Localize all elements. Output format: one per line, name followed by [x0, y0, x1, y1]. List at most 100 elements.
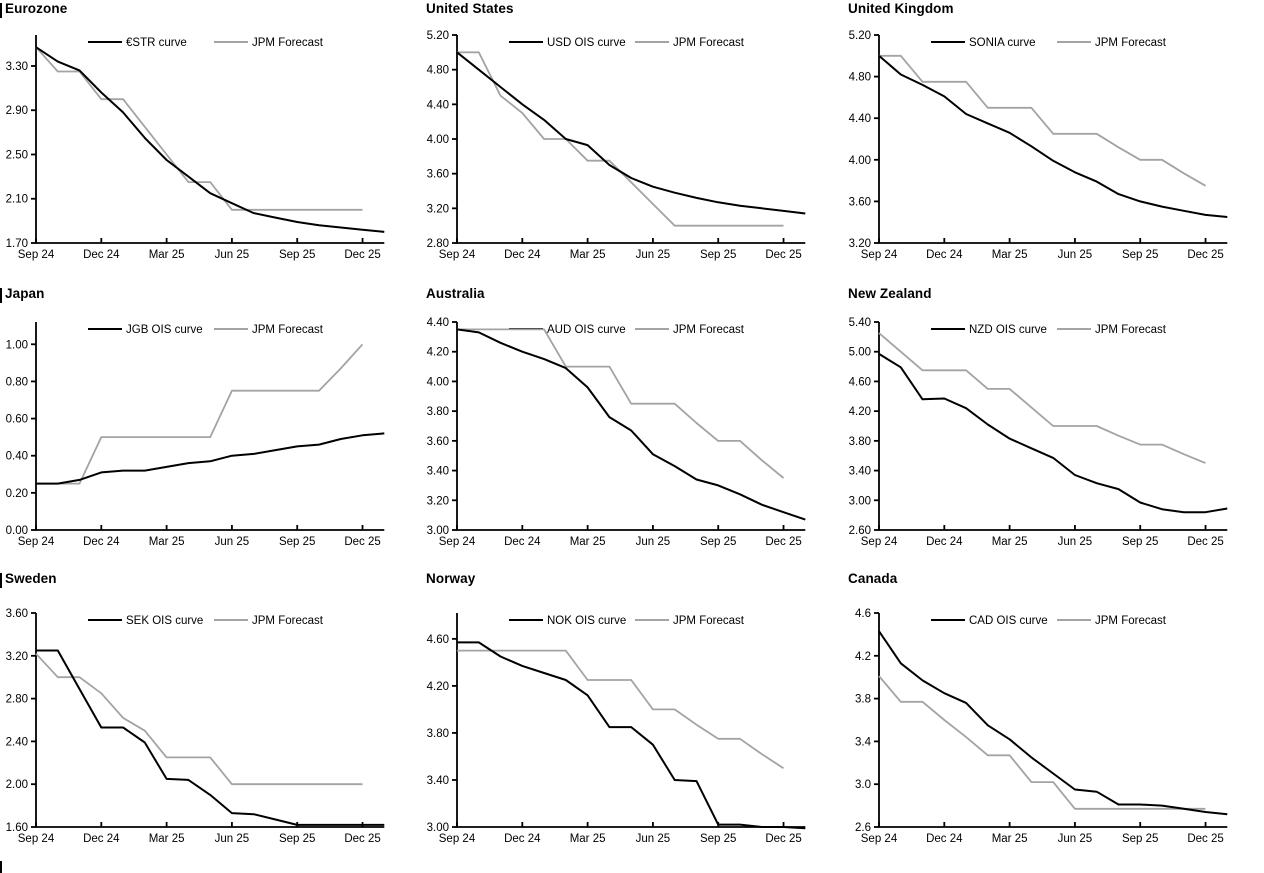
- y-tick-label: 0.40: [6, 451, 28, 463]
- y-tick-label: 4.80: [849, 72, 871, 84]
- y-tick-label: 4.60: [849, 376, 871, 388]
- y-tick-label: 3.80: [849, 436, 871, 448]
- chart-canada: Canada 4.6 4.2 3.8 3.4 3.0 2.6 Sep 24 Dec 24 Mar …: [843, 570, 1264, 873]
- y-tick-label: 4.60: [427, 634, 449, 646]
- legend-item-forecast: JPM Forecast: [214, 37, 324, 49]
- legend-item-market: €STR curve: [88, 37, 187, 49]
- market-curve-line: [878, 630, 1228, 816]
- y-tick-label: 2.80: [6, 694, 28, 706]
- x-tick-label: Mar 25: [992, 536, 1028, 548]
- y-tick-label: 3.0: [855, 779, 871, 791]
- x-tick-label: Sep 24: [439, 833, 476, 845]
- legend-item-forecast: JPM Forecast: [1057, 324, 1167, 336]
- legend-label-market: CAD OIS curve: [969, 615, 1048, 627]
- x-tick-label: Dec 24: [504, 536, 541, 548]
- jpm-forecast-line: [457, 649, 784, 769]
- x-tick-label: Sep 24: [439, 249, 476, 261]
- legend-label-forecast: JPM Forecast: [673, 324, 745, 336]
- x-tick-label: Jun 25: [215, 833, 250, 845]
- section-marker-bar: [0, 3, 2, 18]
- legend-item-forecast: JPM Forecast: [1057, 37, 1167, 49]
- x-tick-label: Sep 25: [1122, 249, 1158, 261]
- y-tick-label: 3.40: [849, 466, 871, 478]
- y-tick-label: 5.40: [849, 317, 871, 329]
- chart-title: Japan: [5, 286, 45, 301]
- y-tick-label: 5.20: [849, 30, 871, 42]
- jpm-forecast-line: [879, 54, 1206, 187]
- legend-item-market: NOK OIS curve: [509, 615, 626, 627]
- legend-item-market: USD OIS curve: [509, 37, 626, 49]
- x-tick-label: Mar 25: [149, 249, 185, 261]
- y-tick-label: 4.00: [849, 155, 871, 167]
- x-tick-label: Sep 25: [700, 249, 736, 261]
- x-tick-label: Mar 25: [992, 249, 1028, 261]
- chart-title: Eurozone: [5, 1, 68, 16]
- y-tick-label: 4.80: [427, 65, 449, 77]
- y-tick-label: 3.00: [849, 495, 871, 507]
- legend-item-forecast: JPM Forecast: [635, 324, 745, 336]
- legend-label-forecast: JPM Forecast: [1095, 324, 1167, 336]
- legend-item-market: JGB OIS curve: [88, 324, 203, 336]
- chart-title: Australia: [426, 286, 485, 301]
- jpm-forecast-line: [457, 328, 785, 479]
- y-tick-label: 3.60: [849, 196, 871, 208]
- market-curve-line: [457, 641, 806, 830]
- jpm-forecast-line: [878, 675, 1206, 810]
- y-tick-label: 1.70: [6, 238, 28, 250]
- x-tick-label: Sep 25: [279, 249, 315, 261]
- y-tick-label: 3.4: [855, 736, 872, 748]
- y-tick-label: 3.30: [6, 61, 28, 73]
- y-tick-label: 2.00: [6, 779, 28, 791]
- jpm-forecast-line: [878, 332, 1206, 464]
- y-tick-label: 2.50: [6, 149, 28, 161]
- legend-label-market: NOK OIS curve: [547, 615, 626, 627]
- legend-item-market: SEK OIS curve: [88, 615, 203, 627]
- jpm-forecast-line: [457, 51, 784, 227]
- x-tick-label: Dec 25: [1187, 249, 1223, 261]
- y-tick-label: 0.20: [6, 488, 28, 500]
- chart-title: United Kingdom: [848, 1, 954, 16]
- chart-title: Canada: [848, 571, 898, 586]
- y-tick-label: 2.90: [6, 105, 28, 117]
- x-tick-label: Sep 24: [861, 249, 898, 261]
- chart-united-states: United States 5.20 4.80 4.40 4.00 3.60 3.20 2.8…: [421, 0, 843, 285]
- y-tick-label: 3.20: [849, 238, 871, 250]
- x-tick-label: Sep 24: [861, 833, 898, 845]
- y-tick-label: 2.10: [6, 194, 28, 206]
- y-tick-label: 3.00: [427, 822, 449, 834]
- y-tick-label: 5.20: [427, 30, 449, 42]
- y-tick-label: 3.60: [427, 169, 449, 181]
- chart-sweden: Sweden 3.60 3.20 2.80 2.40 2.00 1.60 Sep 24 Dec …: [0, 570, 421, 873]
- y-tick-label: 3.40: [427, 466, 449, 478]
- x-tick-label: Jun 25: [636, 833, 671, 845]
- x-tick-label: Jun 25: [1058, 536, 1093, 548]
- y-tick-label: 0.00: [6, 525, 28, 537]
- y-tick-label: 0.80: [6, 376, 28, 388]
- y-tick-label: 3.20: [427, 495, 449, 507]
- x-tick-label: Dec 25: [344, 536, 380, 548]
- chart-australia: Australia 4.40 4.20 4.00 3.80 3.60 3.40 3.20 3.0…: [421, 285, 843, 570]
- x-tick-label: Dec 25: [765, 249, 801, 261]
- section-marker-bar: [0, 288, 2, 303]
- chart-title: United States: [426, 1, 514, 16]
- x-tick-label: Dec 24: [83, 833, 120, 845]
- section-marker-bar: [0, 573, 2, 588]
- y-tick-label: 4.00: [427, 134, 449, 146]
- x-tick-label: Jun 25: [215, 249, 250, 261]
- axes: [35, 35, 385, 244]
- market-curve-line: [456, 51, 806, 215]
- legend-item-forecast: JPM Forecast: [635, 615, 745, 627]
- y-tick-label: 4.20: [427, 681, 449, 693]
- legend-item-market: NZD OIS curve: [931, 324, 1047, 336]
- x-tick-label: Mar 25: [570, 536, 606, 548]
- axes: [456, 322, 806, 531]
- x-tick-label: Jun 25: [215, 536, 250, 548]
- x-tick-label: Sep 24: [439, 536, 476, 548]
- axes: [456, 613, 806, 828]
